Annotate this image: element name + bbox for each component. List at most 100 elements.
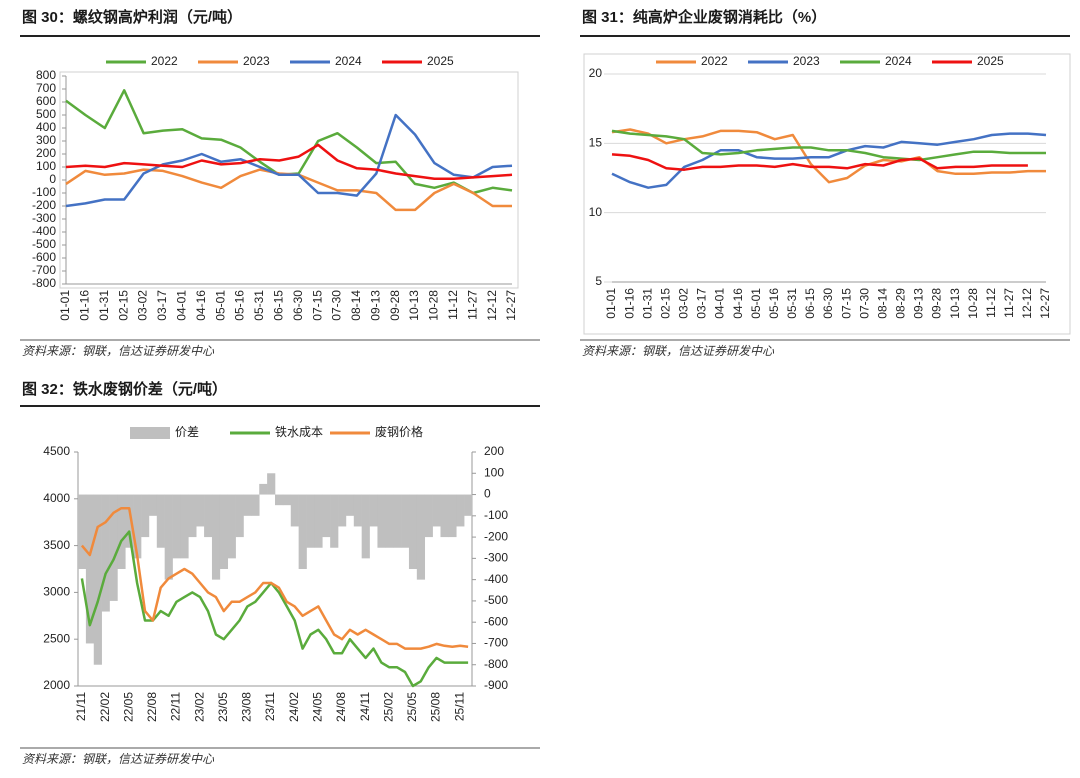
- x-tick-label: 02-15: [116, 290, 130, 321]
- y-tick-label: -700: [32, 263, 56, 277]
- chart-title: 图 31：纯高炉企业废钢消耗比（%）: [582, 8, 826, 26]
- series-line: [65, 143, 513, 180]
- legend-label: 2025: [427, 54, 454, 68]
- series-line: [611, 129, 1046, 162]
- legend-label: 2022: [151, 54, 178, 68]
- x-tick-label: 25/05: [405, 692, 419, 722]
- spread-bar: [408, 494, 418, 569]
- y-tick-label: -400: [32, 224, 56, 238]
- x-tick-label: 05-16: [767, 288, 781, 319]
- y-tick-label: 400: [36, 120, 56, 134]
- series-line: [80, 506, 469, 650]
- spread-bar: [172, 494, 181, 559]
- spread-bar: [393, 494, 402, 548]
- spread-bar: [377, 494, 386, 548]
- x-tick-label: 06-15: [803, 288, 817, 319]
- y2-tick-label: -400: [484, 572, 508, 586]
- chart-title: 图 30：螺纹钢高炉利润（元/吨）: [22, 8, 242, 26]
- x-tick-label: 10-28: [427, 290, 441, 321]
- spread-bar: [401, 494, 410, 548]
- legend-swatch: [130, 427, 170, 439]
- x-tick-label: 05-31: [785, 288, 799, 319]
- x-tick-label: 11-27: [465, 290, 479, 320]
- spread-bar: [338, 494, 347, 527]
- spread-bar: [345, 494, 355, 516]
- y2-tick-label: -800: [484, 657, 508, 671]
- x-tick-label: 08-14: [875, 288, 889, 319]
- y2-tick-label: -700: [484, 636, 508, 650]
- spread-bar: [227, 494, 236, 559]
- y-tick-label: 0: [49, 172, 56, 186]
- y2-tick-label: -300: [484, 551, 508, 565]
- spread-bar: [93, 494, 102, 665]
- x-tick-label: 23/05: [216, 692, 230, 722]
- x-tick-label: 06-15: [271, 290, 285, 321]
- spread-bar: [385, 494, 394, 548]
- spread-bar: [361, 494, 370, 559]
- x-tick-label: 25/11: [452, 692, 466, 721]
- x-tick-label: 09-13: [368, 290, 382, 321]
- x-tick-label: 08-29: [894, 288, 908, 319]
- spread-bar: [267, 473, 276, 495]
- y-tick-label: 15: [589, 136, 603, 150]
- spread-bar: [330, 494, 339, 548]
- spread-bar: [424, 494, 433, 538]
- x-tick-label: 01-31: [640, 288, 654, 319]
- spread-bar: [275, 494, 284, 506]
- y-tick-label: -300: [32, 211, 56, 225]
- spread-bar: [204, 494, 213, 538]
- y2-tick-label: -500: [484, 593, 508, 607]
- x-tick-label: 23/11: [263, 692, 277, 721]
- x-tick-label: 23/08: [240, 692, 254, 722]
- x-tick-label: 02-15: [658, 288, 672, 319]
- spread-bar: [188, 494, 197, 538]
- spread-bar: [314, 494, 323, 548]
- x-tick-label: 07-15: [839, 288, 853, 319]
- x-tick-label: 06-30: [821, 288, 835, 319]
- x-tick-label: 07-30: [857, 288, 871, 319]
- x-tick-label: 05-31: [252, 290, 266, 321]
- y-tick-label: -600: [32, 250, 56, 264]
- y-tick-label: 5: [595, 274, 602, 288]
- source-note: 资料来源：钢联，信达证券研发中心: [22, 752, 215, 766]
- spread-bar: [148, 494, 158, 516]
- spread-bar: [448, 494, 457, 538]
- y-tick-label: 800: [36, 68, 56, 82]
- legend-label: 2022: [701, 54, 728, 68]
- spread-bar: [369, 494, 378, 527]
- x-tick-label: 11-27: [1002, 288, 1016, 318]
- source-note: 资料来源：钢联，信达证券研发中心: [582, 344, 775, 358]
- x-tick-label: 21/11: [74, 692, 88, 721]
- legend-label: 价差: [175, 425, 199, 439]
- x-tick-label: 01-31: [97, 290, 111, 321]
- spread-bar: [109, 494, 118, 601]
- legend-label: 2023: [793, 54, 820, 68]
- x-tick-label: 24/05: [311, 692, 325, 722]
- spread-bar: [440, 494, 449, 538]
- x-tick-label: 12-27: [504, 290, 518, 321]
- spread-bar: [322, 494, 331, 538]
- legend-label: 2024: [335, 54, 362, 68]
- spread-bar: [133, 494, 142, 559]
- x-tick-label: 24/11: [358, 692, 372, 721]
- spread-bar: [196, 494, 205, 527]
- y-tick-label: 3000: [43, 585, 70, 599]
- spread-bar: [259, 483, 268, 495]
- spread-bar: [432, 494, 441, 527]
- y-tick-label: -100: [32, 185, 56, 199]
- spread-bar: [164, 494, 173, 580]
- x-tick-label: 24/08: [334, 692, 348, 722]
- y-tick-label: -500: [32, 237, 56, 251]
- x-tick-label: 01-01: [604, 288, 618, 319]
- x-tick-label: 05-01: [749, 288, 763, 319]
- y-tick-label: 4500: [43, 444, 70, 458]
- y-tick-label: 10: [589, 205, 603, 219]
- series-line: [611, 132, 1047, 189]
- y-tick-label: 4000: [43, 491, 70, 505]
- x-tick-label: 11-12: [446, 290, 460, 320]
- y2-tick-label: 200: [484, 444, 504, 458]
- spread-bar: [211, 494, 221, 580]
- spread-bar: [180, 494, 189, 559]
- spread-bar: [78, 494, 87, 569]
